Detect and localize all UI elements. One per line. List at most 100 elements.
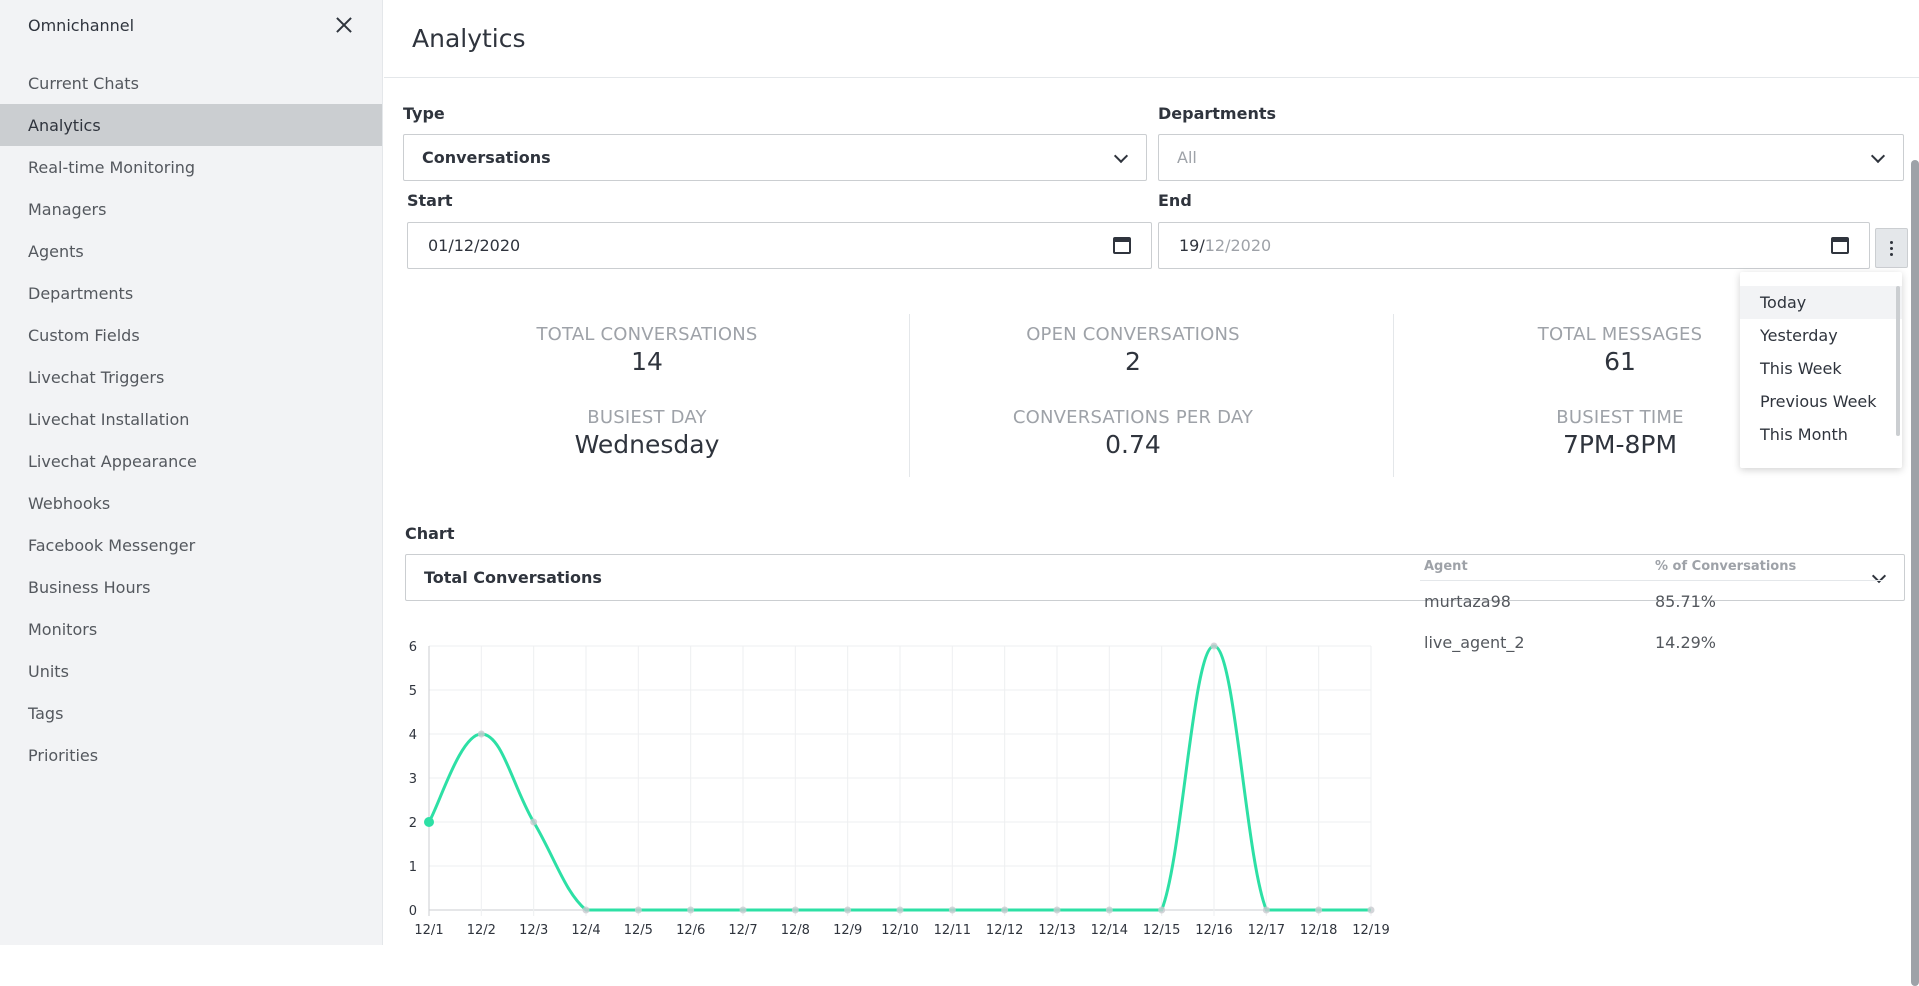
stat-open-conversations: OPEN CONVERSATIONS 2 xyxy=(893,324,1373,376)
data-point xyxy=(844,906,852,914)
data-point xyxy=(1105,906,1113,914)
content: Type Conversations Departments All Start… xyxy=(384,78,1919,986)
y-tick-label: 4 xyxy=(409,728,417,743)
page-title: Analytics xyxy=(412,24,526,53)
stat-value: 2 xyxy=(1125,347,1141,376)
start-date-input[interactable]: 01/12/2020 xyxy=(407,222,1152,269)
sidebar-item-livechat-triggers[interactable]: Livechat Triggers xyxy=(28,367,165,387)
sidebar-item-current-chats[interactable]: Current Chats xyxy=(28,73,139,93)
chart-select-value: Total Conversations xyxy=(424,568,602,587)
sidebar-item-departments[interactable]: Departments xyxy=(28,283,134,303)
departments-select[interactable]: All xyxy=(1158,134,1904,181)
date-preset-yesterday[interactable]: Yesterday xyxy=(1760,326,1838,345)
x-tick-label: 12/10 xyxy=(881,923,918,938)
y-tick-label: 1 xyxy=(409,860,417,875)
chart-select[interactable]: Total Conversations xyxy=(405,554,1905,601)
date-preset-this-week[interactable]: This Week xyxy=(1760,359,1842,378)
type-label: Type xyxy=(403,104,445,123)
stat-value: 0.74 xyxy=(1105,430,1161,459)
data-point xyxy=(1315,906,1323,914)
stat-divider xyxy=(909,314,910,477)
end-date-rest: 12/2020 xyxy=(1204,236,1272,255)
sidebar-item-real-time-monitoring[interactable]: Real-time Monitoring xyxy=(28,157,196,177)
departments-label: Departments xyxy=(1158,104,1277,123)
stat-value: Wednesday xyxy=(574,430,720,459)
data-point xyxy=(1262,906,1270,914)
end-date-day: 19/ xyxy=(1179,236,1205,255)
page-scrollbar[interactable] xyxy=(1911,160,1919,986)
agent-name: murtaza98 xyxy=(1424,592,1511,611)
x-tick-label: 12/3 xyxy=(519,923,548,938)
stat-total-messages: TOTAL MESSAGES 61 xyxy=(1380,324,1860,376)
x-tick-label: 12/15 xyxy=(1143,923,1180,938)
sidebar-item-tags[interactable]: Tags xyxy=(28,703,64,723)
calendar-icon[interactable] xyxy=(1831,237,1849,254)
y-tick-label: 3 xyxy=(409,772,417,787)
y-tick-label: 0 xyxy=(409,904,417,919)
date-presets-kebab-button[interactable] xyxy=(1875,228,1908,268)
x-tick-label: 12/17 xyxy=(1248,923,1285,938)
departments-placeholder: All xyxy=(1177,148,1197,167)
end-date-input[interactable]: 19/12/2020 xyxy=(1158,222,1870,269)
date-preset-today[interactable]: Today xyxy=(1740,286,1902,319)
agent-percent: 85.71% xyxy=(1655,592,1717,611)
data-point xyxy=(1001,906,1009,914)
data-point xyxy=(634,906,642,914)
kebab-dot xyxy=(1890,246,1893,250)
stat-busiest-day: BUSIEST DAY Wednesday xyxy=(407,407,887,459)
data-point xyxy=(582,906,590,914)
agent-name: live_agent_2 xyxy=(1424,633,1525,652)
data-point xyxy=(477,730,485,738)
x-tick-label: 12/14 xyxy=(1091,923,1128,938)
sidebar-title: Omnichannel xyxy=(28,15,135,35)
x-tick-label: 12/6 xyxy=(676,923,705,938)
agent-table: Agent % of Conversations murtaza98 85.71… xyxy=(1420,553,1882,663)
sidebar: Omnichannel Current Chats Analytics Real-t… xyxy=(0,0,383,945)
data-point xyxy=(1367,906,1375,914)
sidebar-item-livechat-installation[interactable]: Livechat Installation xyxy=(28,409,190,429)
table-row[interactable]: live_agent_2 14.29% xyxy=(1420,622,1882,663)
sidebar-item-priorities[interactable]: Priorities xyxy=(28,745,99,765)
date-preset-this-month[interactable]: This Month xyxy=(1760,425,1848,444)
stat-busiest-time: BUSIEST TIME 7PM-8PM xyxy=(1380,407,1860,459)
data-point xyxy=(791,906,799,914)
stat-label: TOTAL CONVERSATIONS xyxy=(536,324,758,345)
data-point xyxy=(530,818,538,826)
data-point xyxy=(1053,906,1061,914)
y-tick-label: 2 xyxy=(409,816,417,831)
stat-divider xyxy=(1393,314,1394,477)
type-select-value: Conversations xyxy=(422,148,551,167)
sidebar-item-monitors[interactable]: Monitors xyxy=(28,619,98,639)
sidebar-item-livechat-appearance[interactable]: Livechat Appearance xyxy=(28,451,197,471)
sidebar-item-webhooks[interactable]: Webhooks xyxy=(28,493,111,513)
date-presets-menu: Today Yesterday This Week Previous Week This… xyxy=(1740,272,1902,468)
sidebar-item-agents[interactable]: Agents xyxy=(28,241,84,261)
sidebar-item-units[interactable]: Units xyxy=(28,661,69,681)
sidebar-item-business-hours[interactable]: Business Hours xyxy=(28,577,151,597)
close-icon[interactable] xyxy=(334,15,354,35)
date-preset-previous-week[interactable]: Previous Week xyxy=(1760,392,1877,411)
y-tick-label: 5 xyxy=(409,684,417,699)
stat-conversations-per-day: CONVERSATIONS PER DAY 0.74 xyxy=(893,407,1373,459)
x-tick-label: 12/9 xyxy=(833,923,862,938)
sidebar-item-custom-fields[interactable]: Custom Fields xyxy=(28,325,140,345)
kebab-dot xyxy=(1890,240,1893,244)
type-select[interactable]: Conversations xyxy=(403,134,1147,181)
x-tick-label: 12/8 xyxy=(781,923,810,938)
stat-label: CONVERSATIONS PER DAY xyxy=(1012,407,1254,428)
sidebar-item-managers[interactable]: Managers xyxy=(28,199,107,219)
data-point xyxy=(424,817,434,827)
menu-scrollbar[interactable] xyxy=(1896,286,1900,436)
sidebar-item-analytics[interactable]: Analytics xyxy=(0,104,382,146)
x-tick-label: 12/5 xyxy=(624,923,653,938)
end-label: End xyxy=(1158,191,1192,210)
header-percent: % of Conversations xyxy=(1655,559,1797,574)
page-header: Analytics xyxy=(384,0,1919,78)
y-tick-label: 6 xyxy=(409,640,417,655)
table-row[interactable]: murtaza98 85.71% xyxy=(1420,581,1882,622)
calendar-icon[interactable] xyxy=(1113,237,1131,254)
stat-label: BUSIEST DAY xyxy=(587,407,707,428)
stat-value: 14 xyxy=(631,347,663,376)
stat-label: BUSIEST TIME xyxy=(1556,407,1684,428)
sidebar-item-facebook-messenger[interactable]: Facebook Messenger xyxy=(28,535,196,555)
